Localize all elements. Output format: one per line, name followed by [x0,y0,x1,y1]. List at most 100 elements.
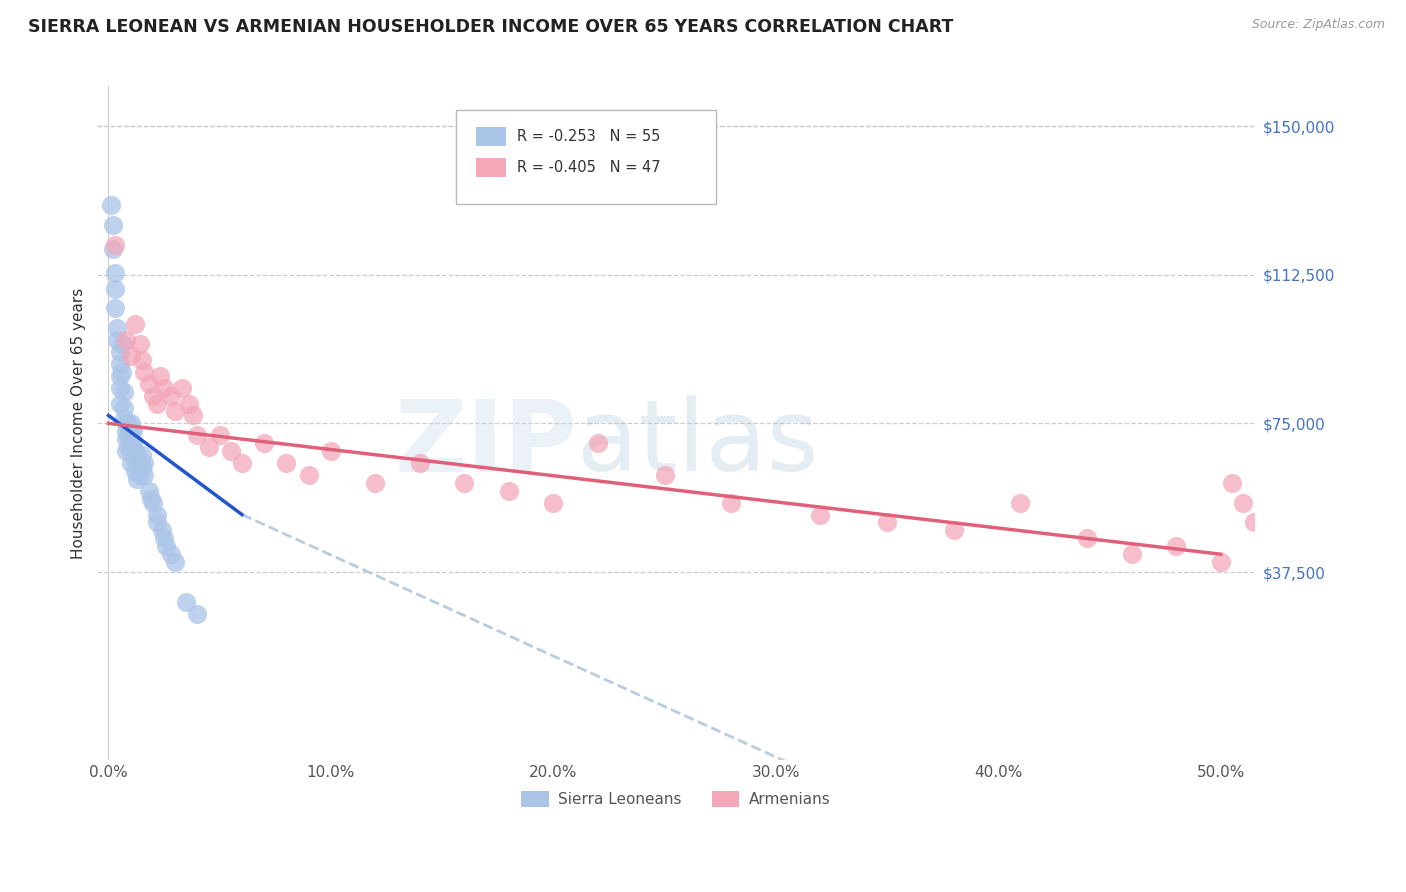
Point [1254,547,1277,561]
Point [120,349,142,363]
Point [208,428,231,442]
Point [142,389,165,403]
Point [165,555,187,569]
Point [276,456,298,470]
Point [104,238,127,252]
Point [115,425,138,439]
Point [132,456,155,470]
Point [131,353,153,368]
Point [197,440,219,454]
Point [131,448,153,462]
Point [122,436,145,450]
Point [176,595,198,609]
Point [104,301,127,316]
Point [138,376,160,391]
Point [120,456,142,470]
Point [104,266,127,280]
Point [115,333,138,347]
Point [1010,496,1032,510]
Text: atlas: atlas [578,395,820,492]
Point [108,345,131,359]
Point [150,524,173,538]
Point [186,607,208,621]
Point [139,491,162,506]
Y-axis label: Householder Income Over 65 years: Householder Income Over 65 years [72,288,86,559]
Point [108,396,131,410]
Bar [475,159,506,178]
Point [231,456,253,470]
Point [586,436,609,450]
Point [115,417,138,431]
Point [409,456,432,470]
Point [117,428,139,442]
Point [1166,539,1188,553]
Point [142,496,165,510]
Point [101,242,124,256]
Point [146,396,169,410]
Point [149,368,172,383]
Point [186,428,208,442]
Point [124,464,146,478]
Point [177,396,200,410]
Point [115,432,138,446]
Point [165,404,187,418]
Point [124,318,146,332]
Point [153,381,176,395]
Point [127,472,149,486]
Point [720,496,742,510]
Point [1076,532,1098,546]
Point [319,444,342,458]
Point [127,460,149,475]
Point [127,448,149,462]
Point [253,436,276,450]
Point [219,444,242,458]
Point [155,539,177,553]
Point [111,365,134,379]
Point [1121,547,1143,561]
FancyBboxPatch shape [456,110,716,204]
Point [876,516,898,530]
Text: SIERRA LEONEAN VS ARMENIAN HOUSEHOLDER INCOME OVER 65 YEARS CORRELATION CHART: SIERRA LEONEAN VS ARMENIAN HOUSEHOLDER I… [28,18,953,36]
Point [120,432,142,446]
Point [105,333,128,347]
Point [124,452,146,467]
Point [132,365,155,379]
Point [131,460,153,475]
Point [128,467,150,482]
Bar [475,127,506,145]
Point [364,475,387,490]
Point [453,475,475,490]
Point [138,483,160,498]
Point [112,384,135,399]
Point [105,321,128,335]
Point [159,389,181,403]
Point [170,381,193,395]
Point [100,198,122,212]
Point [124,444,146,458]
Point [112,401,135,415]
Point [808,508,831,522]
Point [153,532,176,546]
Point [1209,555,1232,569]
Point [146,508,169,522]
Legend: Sierra Leoneans, Armenians: Sierra Leoneans, Armenians [515,785,837,814]
Point [117,440,139,454]
Point [159,547,181,561]
Point [120,425,142,439]
Point [654,467,676,482]
Text: Source: ZipAtlas.com: Source: ZipAtlas.com [1251,18,1385,31]
Point [498,483,520,498]
Point [1232,496,1254,510]
Point [132,467,155,482]
Point [146,516,169,530]
Point [942,524,965,538]
Point [108,381,131,395]
Point [104,282,127,296]
Point [1254,535,1277,549]
Point [543,496,565,510]
Point [122,425,145,439]
Point [1243,516,1265,530]
Point [111,337,134,351]
Point [108,368,131,383]
Text: ZIP: ZIP [395,395,578,492]
